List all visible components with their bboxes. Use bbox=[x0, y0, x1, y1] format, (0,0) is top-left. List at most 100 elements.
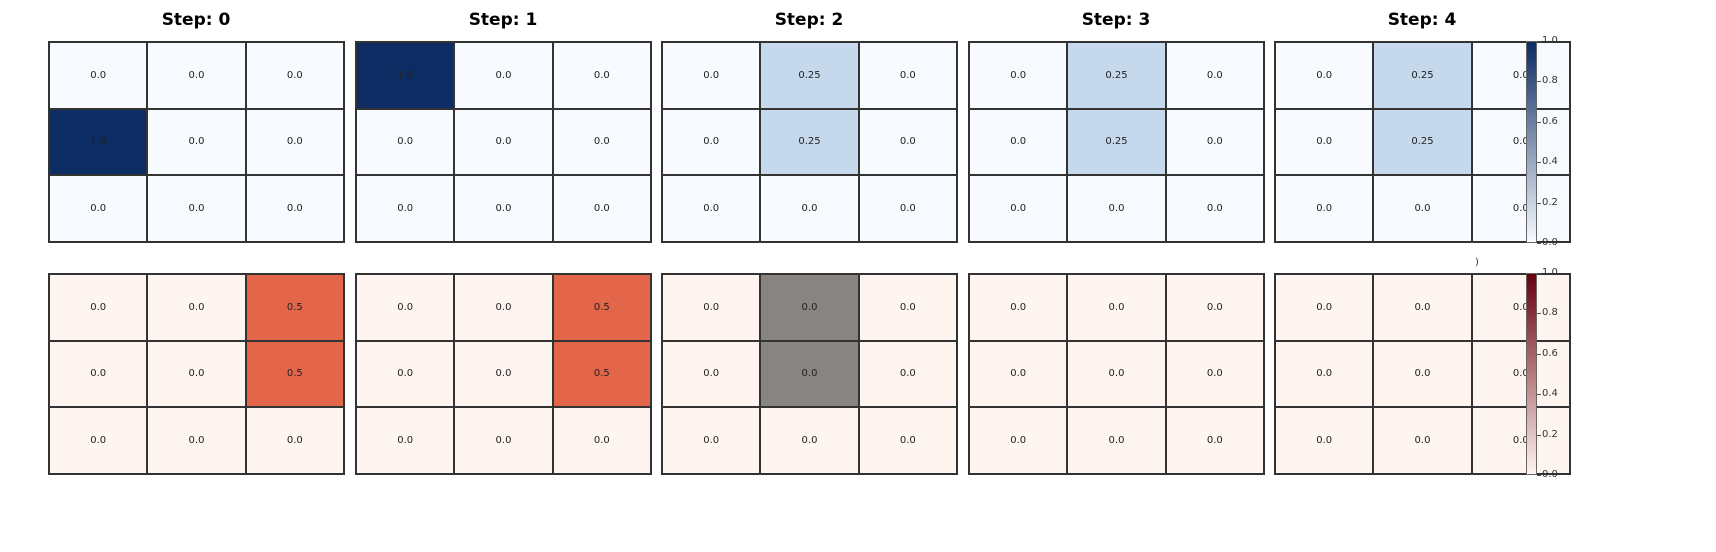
colorbar-bottom bbox=[1526, 273, 1537, 475]
bottom-cell-step2-r1-c0: 0.0 bbox=[662, 340, 761, 408]
top-heatmap-step-0: 0.0 0.0 0.0 1.0 0.0 0.0 0.0 0.0 0.0 bbox=[48, 41, 345, 243]
top-heatmap-step-3: 0.0 0.25 0.0 0.0 0.25 0.0 0.0 0.0 0.0 bbox=[968, 41, 1265, 243]
bottom-cell-step0-r2-c2: 0.0 bbox=[245, 407, 344, 474]
top-cell-step3-r2-c2: 0.0 bbox=[1165, 175, 1264, 242]
bottom-cell-step0-r1-c1: 0.0 bbox=[147, 340, 246, 408]
top-cell-step0-r2-c0: 0.0 bbox=[49, 175, 148, 242]
bottom-heatmap-step-0: 0.0 0.0 0.5 0.0 0.0 0.5 0.0 0.0 0.0 bbox=[48, 273, 345, 475]
stray-text: ) bbox=[1475, 257, 1479, 268]
top-cell-step2-r1-c0: 0.0 bbox=[662, 108, 761, 176]
top-cell-step3-r0-c1: 0.25 bbox=[1067, 42, 1166, 109]
top-cell-step1-r2-c1: 0.0 bbox=[454, 175, 553, 242]
top-cell-step3-r0-c2: 0.0 bbox=[1165, 42, 1264, 109]
top-cell-step2-r0-c0: 0.0 bbox=[662, 42, 761, 109]
top-cell-step3-r2-c0: 0.0 bbox=[969, 175, 1068, 242]
colorbar-bottom-tick-3: 0.4 bbox=[1542, 388, 1558, 400]
bottom-cell-step1-r0-c1: 0.0 bbox=[454, 274, 553, 341]
bottom-cell-step3-r2-c2: 0.0 bbox=[1165, 407, 1264, 474]
colorbar-top bbox=[1526, 41, 1537, 243]
bottom-heatmap-step-4: 0.0 0.0 0.0 0.0 0.0 0.0 0.0 0.0 0.0 bbox=[1274, 273, 1571, 475]
top-cell-step4-r1-c1: 0.25 bbox=[1373, 108, 1472, 176]
top-cell-step1-r1-c2: 0.0 bbox=[552, 108, 651, 176]
top-cell-step0-r1-c1: 0.0 bbox=[147, 108, 246, 176]
bottom-cell-step3-r2-c1: 0.0 bbox=[1067, 407, 1166, 474]
top-cell-step3-r0-c0: 0.0 bbox=[969, 42, 1068, 109]
top-cell-step0-r2-c1: 0.0 bbox=[147, 175, 246, 242]
colorbar-bottom-tick-5: 0.0 bbox=[1542, 469, 1558, 480]
bottom-heatmap-step-3: 0.0 0.0 0.0 0.0 0.0 0.0 0.0 0.0 0.0 bbox=[968, 273, 1265, 475]
top-cell-step0-r2-c2: 0.0 bbox=[245, 175, 344, 242]
colorbar-top-tickmark-1 bbox=[1537, 81, 1541, 83]
bottom-cell-step3-r1-c1: 0.0 bbox=[1067, 340, 1166, 408]
step-title-4: Step: 4 bbox=[1387, 10, 1457, 30]
top-cell-step4-r0-c1: 0.25 bbox=[1373, 42, 1472, 109]
top-cell-step4-r0-c0: 0.0 bbox=[1275, 42, 1374, 109]
top-cell-step3-r1-c1: 0.25 bbox=[1067, 108, 1166, 176]
step-title-0: Step: 0 bbox=[161, 10, 231, 30]
colorbar-top-tick-5: 0.0 bbox=[1542, 237, 1558, 248]
top-cell-step0-r1-c2: 0.0 bbox=[245, 108, 344, 176]
top-cell-step4-r1-c2: 0.0 bbox=[1471, 108, 1570, 176]
colorbar-bottom-tickmark-0 bbox=[1537, 273, 1541, 274]
top-cell-step2-r2-c1: 0.0 bbox=[760, 175, 859, 242]
colorbar-top-tick-3: 0.4 bbox=[1542, 156, 1558, 168]
bottom-cell-step1-r0-c2: 0.5 bbox=[552, 274, 651, 341]
colorbar-top-tickmark-0 bbox=[1537, 41, 1541, 42]
bottom-heatmap-step-1: 0.0 0.0 0.5 0.0 0.0 0.5 0.0 0.0 0.0 bbox=[355, 273, 652, 475]
top-cell-step0-r1-c0: 1.0 bbox=[49, 108, 148, 176]
bottom-cell-step4-r2-c0: 0.0 bbox=[1275, 407, 1374, 474]
bottom-cell-step4-r0-c2: 0.0 bbox=[1471, 274, 1570, 341]
step-title-2: Step: 2 bbox=[774, 10, 844, 30]
colorbar-top-tick-1: 0.8 bbox=[1542, 75, 1558, 87]
bottom-cell-step2-r1-c2: 0.0 bbox=[858, 340, 957, 408]
bottom-cell-step2-r1-c1: 0.0 bbox=[760, 340, 859, 408]
bottom-cell-step1-r1-c1: 0.0 bbox=[454, 340, 553, 408]
bottom-cell-step1-r1-c2: 0.5 bbox=[552, 340, 651, 408]
bottom-cell-step3-r1-c2: 0.0 bbox=[1165, 340, 1264, 408]
top-cell-step1-r2-c0: 0.0 bbox=[356, 175, 455, 242]
bottom-cell-step1-r1-c0: 0.0 bbox=[356, 340, 455, 408]
top-cell-step0-r0-c0: 0.0 bbox=[49, 42, 148, 109]
bottom-cell-step0-r2-c1: 0.0 bbox=[147, 407, 246, 474]
top-cell-step0-r0-c2: 0.0 bbox=[245, 42, 344, 109]
bottom-cell-step1-r2-c0: 0.0 bbox=[356, 407, 455, 474]
colorbar-top-tick-0: 1.0 bbox=[1542, 35, 1558, 46]
bottom-cell-step4-r1-c2: 0.0 bbox=[1471, 340, 1570, 408]
colorbar-bottom-tickmark-5 bbox=[1537, 475, 1541, 476]
top-cell-step1-r0-c0: 1.0 bbox=[356, 42, 455, 109]
colorbar-top-tickmark-2 bbox=[1537, 121, 1541, 123]
colorbar-top-tick-2: 0.6 bbox=[1542, 115, 1558, 127]
bottom-cell-step1-r2-c1: 0.0 bbox=[454, 407, 553, 474]
bottom-cell-step4-r2-c2: 0.0 bbox=[1471, 407, 1570, 474]
bottom-cell-step3-r2-c0: 0.0 bbox=[969, 407, 1068, 474]
bottom-cell-step1-r0-c0: 0.0 bbox=[356, 274, 455, 341]
bottom-cell-step4-r1-c1: 0.0 bbox=[1373, 340, 1472, 408]
top-cell-step2-r0-c1: 0.25 bbox=[760, 42, 859, 109]
colorbar-bottom-tickmark-4 bbox=[1537, 434, 1541, 436]
bottom-cell-step3-r0-c1: 0.0 bbox=[1067, 274, 1166, 341]
bottom-cell-step3-r0-c0: 0.0 bbox=[969, 274, 1068, 341]
bottom-cell-step2-r2-c1: 0.0 bbox=[760, 407, 859, 474]
bottom-cell-step0-r2-c0: 0.0 bbox=[49, 407, 148, 474]
top-cell-step4-r1-c0: 0.0 bbox=[1275, 108, 1374, 176]
bottom-cell-step1-r2-c2: 0.0 bbox=[552, 407, 651, 474]
top-cell-step1-r2-c2: 0.0 bbox=[552, 175, 651, 242]
bottom-cell-step4-r0-c1: 0.0 bbox=[1373, 274, 1472, 341]
top-cell-step3-r1-c2: 0.0 bbox=[1165, 108, 1264, 176]
colorbar-top-tick-4: 0.2 bbox=[1542, 196, 1558, 208]
bottom-cell-step2-r0-c0: 0.0 bbox=[662, 274, 761, 341]
top-heatmap-step-1: 1.0 0.0 0.0 0.0 0.0 0.0 0.0 0.0 0.0 bbox=[355, 41, 652, 243]
top-cell-step3-r1-c0: 0.0 bbox=[969, 108, 1068, 176]
top-cell-step1-r1-c0: 0.0 bbox=[356, 108, 455, 176]
bottom-cell-step2-r0-c1: 0.0 bbox=[760, 274, 859, 341]
colorbar-top-tickmark-4 bbox=[1537, 202, 1541, 204]
top-cell-step4-r0-c2: 0.0 bbox=[1471, 42, 1570, 109]
colorbar-bottom-tick-0: 1.0 bbox=[1542, 267, 1558, 278]
bottom-cell-step0-r1-c0: 0.0 bbox=[49, 340, 148, 408]
top-cell-step2-r2-c0: 0.0 bbox=[662, 175, 761, 242]
colorbar-bottom-tickmark-2 bbox=[1537, 353, 1541, 355]
top-cell-step1-r0-c1: 0.0 bbox=[454, 42, 553, 109]
bottom-cell-step4-r1-c0: 0.0 bbox=[1275, 340, 1374, 408]
top-cell-step2-r1-c2: 0.0 bbox=[858, 108, 957, 176]
colorbar-bottom-tick-4: 0.2 bbox=[1542, 428, 1558, 440]
